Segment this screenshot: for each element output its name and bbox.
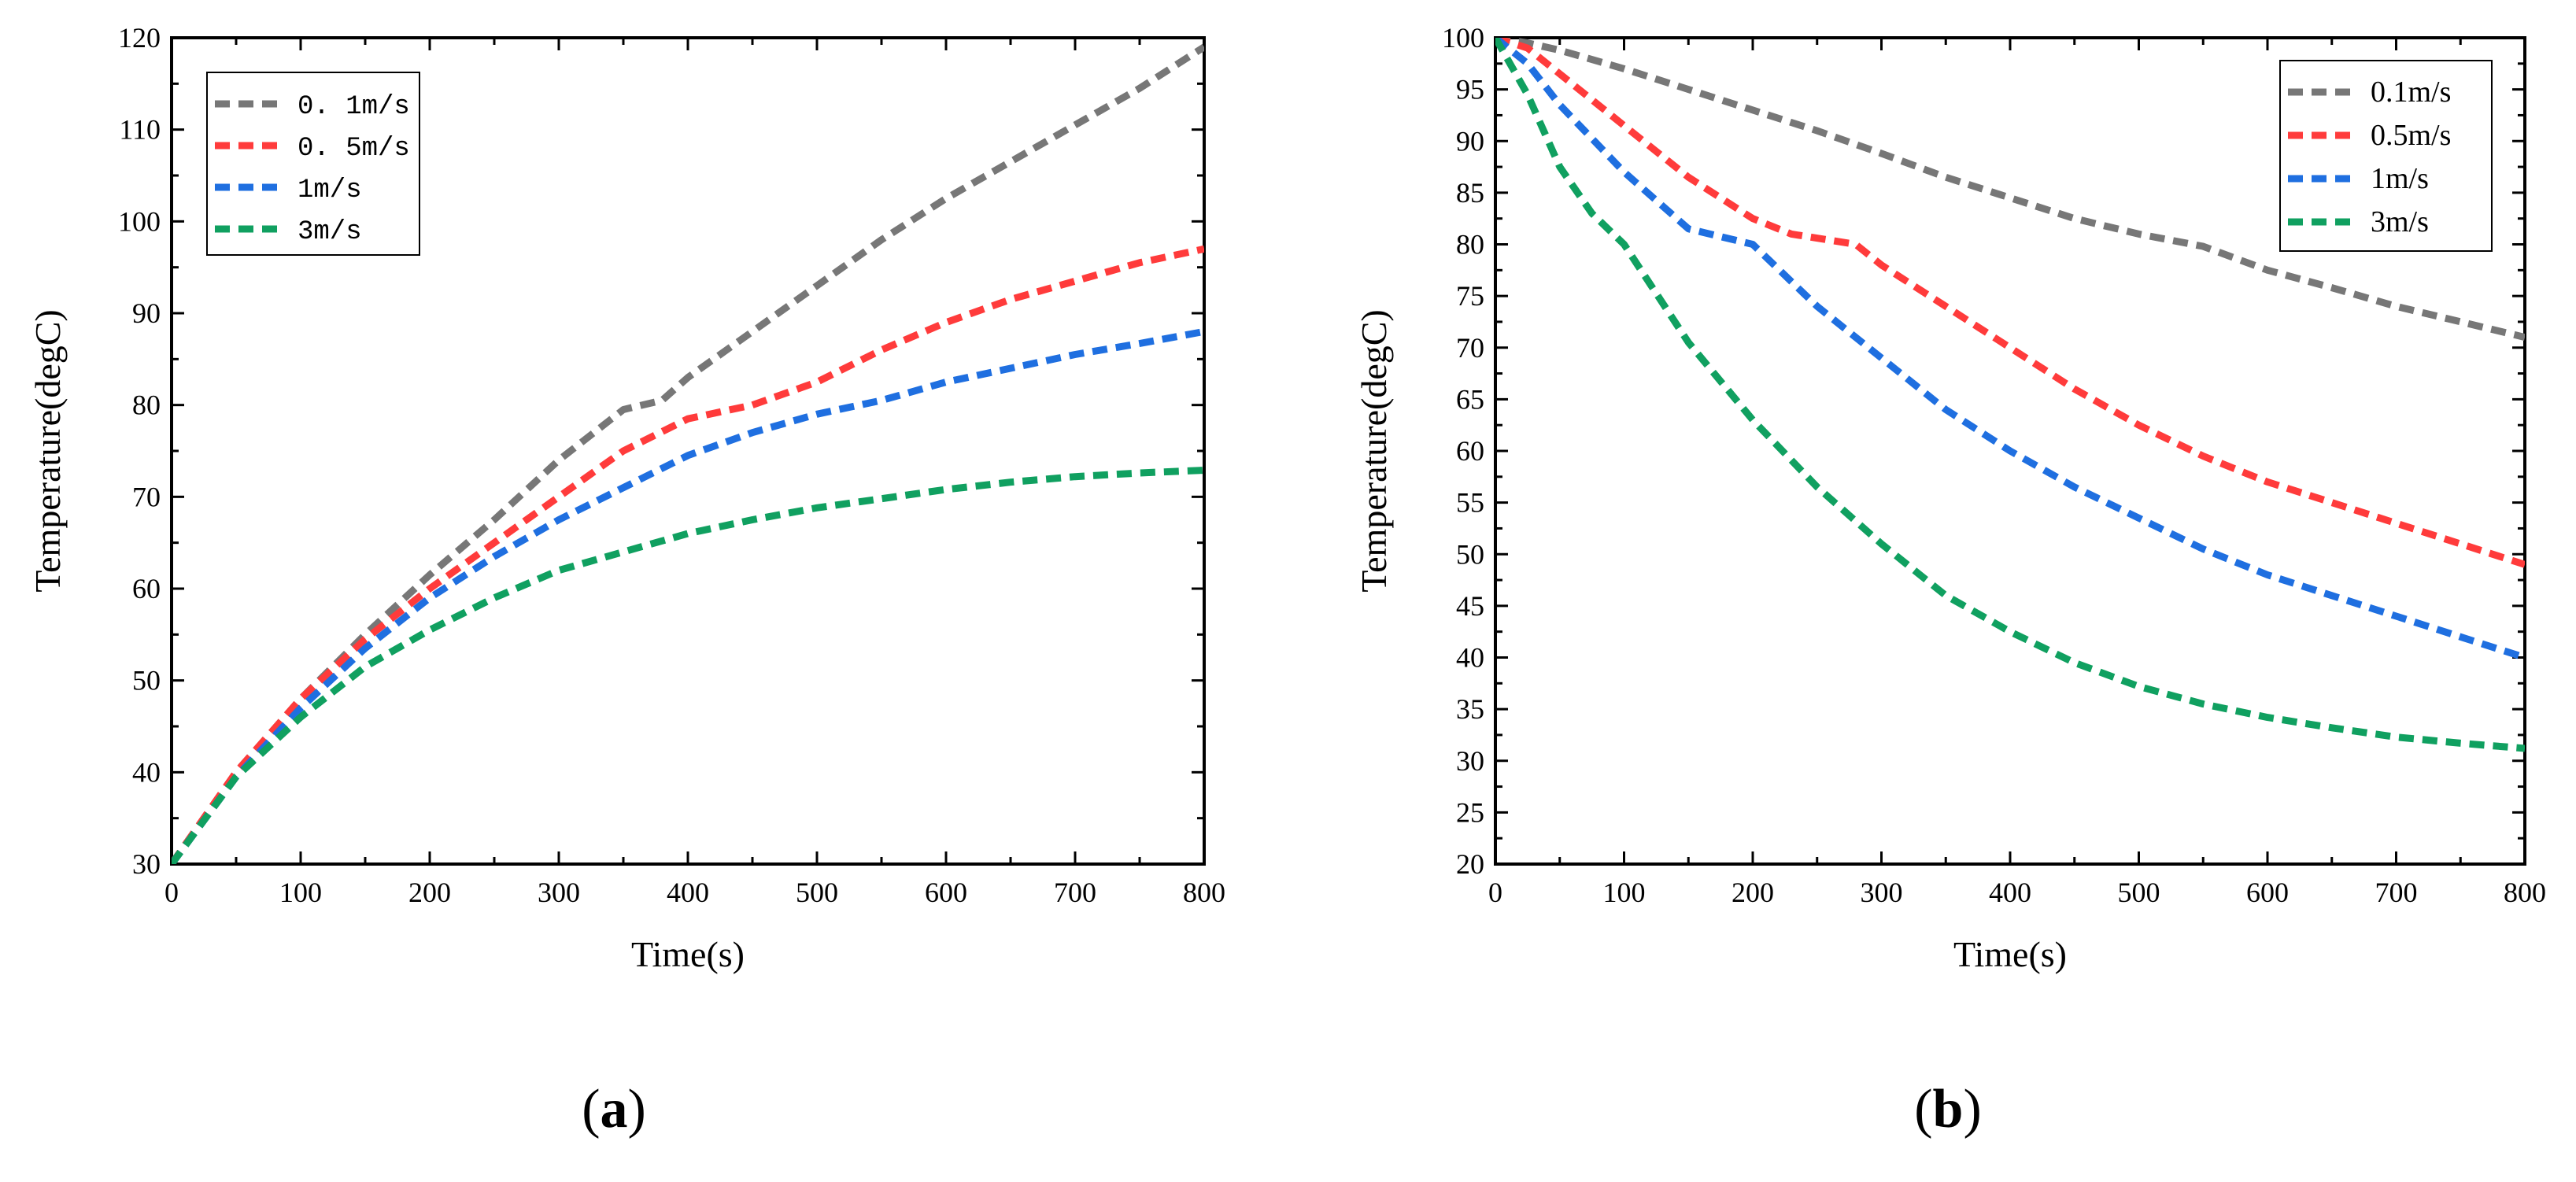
- y-tick-label: 60: [1456, 435, 1484, 467]
- x-tick-label: 100: [1603, 877, 1646, 908]
- legend-label: 1m/s: [2371, 162, 2429, 195]
- legend-label: 0. 5m/s: [298, 134, 410, 164]
- y-tick-label: 80: [1456, 229, 1484, 260]
- series-line-01ms: [1495, 38, 2525, 341]
- y-tick-label: 40: [1456, 642, 1484, 674]
- x-tick-label: 400: [667, 877, 709, 908]
- y-tick-label: 90: [132, 297, 161, 329]
- x-tick-label: 300: [1861, 877, 1903, 908]
- panel-label: (a): [582, 1079, 646, 1140]
- x-tick-label: 200: [1732, 877, 1774, 908]
- x-axis-title: Time(s): [631, 934, 745, 974]
- y-tick-label: 30: [132, 848, 161, 880]
- x-tick-label: 300: [538, 877, 580, 908]
- y-tick-label: 90: [1456, 125, 1484, 157]
- x-tick-label: 800: [2504, 877, 2546, 908]
- x-tick-label: 0: [164, 877, 179, 908]
- panel-label: (b): [1914, 1079, 1982, 1140]
- legend-label: 0.1m/s: [2371, 76, 2451, 109]
- series-line-3ms: [172, 467, 1204, 864]
- y-tick-label: 70: [1456, 332, 1484, 364]
- legend-label: 1m/s: [298, 175, 362, 205]
- y-tick-label: 85: [1456, 177, 1484, 209]
- legend-label: 3m/s: [2371, 205, 2429, 238]
- x-tick-label: 400: [1989, 877, 2031, 908]
- chart-panel-a: 0 100 200 300 400 500 600 700 800 30 40 50 60 70 80 90 1…: [28, 22, 1225, 1140]
- y-tick-label: 50: [132, 665, 161, 696]
- x-tick-label: 100: [279, 877, 322, 908]
- y-axis-title: Temperature(degC): [28, 309, 68, 593]
- x-tick-label: 0: [1488, 877, 1502, 908]
- x-tick-label: 800: [1183, 877, 1225, 908]
- y-tick-label: 55: [1456, 487, 1484, 519]
- y-tick-label: 20: [1456, 848, 1484, 880]
- y-tick-label: 40: [132, 756, 161, 788]
- legend-label: 0. 1m/s: [298, 92, 410, 122]
- x-axis-title: Time(s): [1953, 934, 2067, 974]
- y-tick-label: 110: [119, 114, 161, 146]
- y-tick-label: 95: [1456, 74, 1484, 105]
- series-line-05ms: [172, 245, 1204, 864]
- y-tick-label: 100: [1442, 22, 1484, 54]
- chart-panel-b: 0 100 200 300 400 500 600 700 800 20 25 30 35 40 45 50 5…: [1354, 22, 2546, 1140]
- legend-label: 0.5m/s: [2371, 119, 2451, 152]
- y-tick-label: 100: [118, 205, 161, 237]
- y-tick-label: 25: [1456, 796, 1484, 828]
- legend-label: 3m/s: [298, 217, 362, 247]
- y-tick-label: 120: [118, 22, 161, 54]
- x-tick-label: 500: [2118, 877, 2160, 908]
- y-tick-label: 65: [1456, 383, 1484, 415]
- y-tick-label: 45: [1456, 590, 1484, 622]
- y-tick-label: 30: [1456, 745, 1484, 777]
- x-tick-label: 700: [1054, 877, 1096, 908]
- x-tick-label: 200: [408, 877, 451, 908]
- x-tick-label: 500: [796, 877, 838, 908]
- series-line-05ms: [1495, 38, 2525, 568]
- series-line-3ms: [1495, 38, 2525, 752]
- y-tick-label: 60: [132, 573, 161, 604]
- y-tick-label: 70: [132, 481, 161, 512]
- x-tick-label: 600: [925, 877, 967, 908]
- y-tick-label: 50: [1456, 538, 1484, 570]
- y-axis-title: Temperature(degC): [1354, 309, 1394, 593]
- y-tick-label: 35: [1456, 693, 1484, 725]
- series-line-1ms: [1495, 38, 2525, 661]
- x-tick-label: 700: [2375, 877, 2418, 908]
- y-tick-label: 75: [1456, 280, 1484, 312]
- series-line-1ms: [172, 327, 1204, 864]
- x-tick-label: 600: [2246, 877, 2289, 908]
- y-tick-label: 80: [132, 390, 161, 421]
